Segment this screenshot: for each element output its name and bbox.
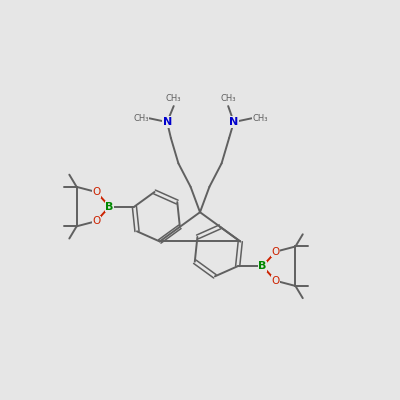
Text: B: B (105, 202, 114, 212)
Text: CH₃: CH₃ (133, 114, 148, 123)
Text: CH₃: CH₃ (166, 94, 182, 103)
Text: B: B (258, 261, 267, 271)
Text: O: O (92, 187, 100, 197)
Text: N: N (229, 117, 238, 127)
Text: O: O (272, 276, 280, 286)
Text: CH₃: CH₃ (220, 94, 236, 103)
Text: CH₃: CH₃ (252, 114, 268, 123)
Text: N: N (162, 117, 172, 127)
Text: O: O (92, 216, 100, 226)
Text: O: O (272, 247, 280, 257)
